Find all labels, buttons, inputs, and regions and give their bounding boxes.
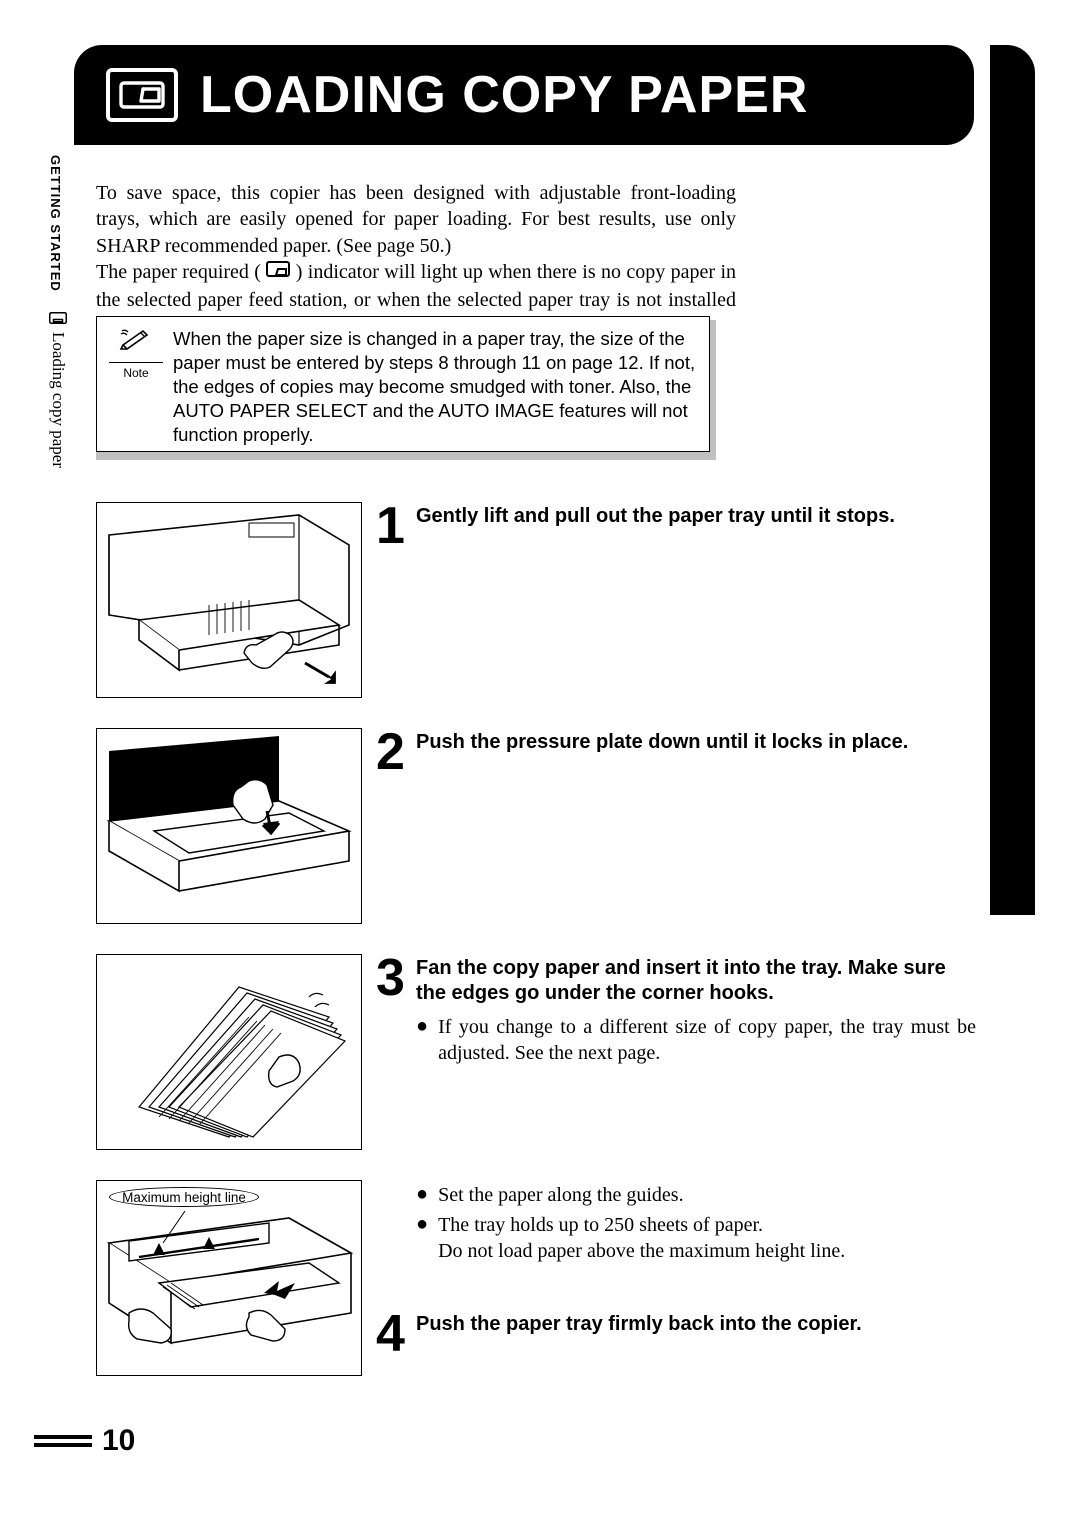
- step-3-body: 3 Fan the copy paper and insert it into …: [376, 954, 976, 1070]
- note-shadow: Note When the paper size is changed in a…: [96, 320, 716, 460]
- step-2-figure: [96, 728, 362, 924]
- max-height-callout: Maximum height line: [109, 1187, 259, 1207]
- paper-tray-title-icon: [119, 81, 165, 109]
- paper-required-icon: [266, 260, 290, 286]
- step-2-body: 2 Push the pressure plate down until it …: [376, 728, 976, 777]
- intro-p1a: To save space, this copier has been desi…: [96, 182, 736, 257]
- page-title: LOADING COPY PAPER: [200, 65, 808, 125]
- step-2-number: 2: [376, 728, 416, 777]
- title-icon-box: [106, 68, 178, 122]
- note-icon-column: Note: [109, 327, 163, 441]
- page-number-bar: 10: [34, 1424, 135, 1458]
- step-3-bullet-1: If you change to a different size of cop…: [438, 1014, 976, 1066]
- right-decorative-strip: [990, 45, 1035, 145]
- step-3b-bullet-2b: Do not load paper above the maximum heig…: [438, 1240, 845, 1262]
- page-number: 10: [102, 1424, 135, 1458]
- step-3b-bullets: ●Set the paper along the guides. ● The t…: [416, 1182, 976, 1264]
- step-4-number: 4: [376, 1310, 416, 1359]
- step-1-body: 1 Gently lift and pull out the paper tra…: [376, 502, 976, 551]
- step-3b-figure: Maximum height line: [96, 1180, 362, 1376]
- step-3-bullets: ●If you change to a different size of co…: [416, 1014, 976, 1066]
- note-label: Note: [109, 366, 163, 380]
- step-3-title: Fan the copy paper and insert it into th…: [416, 956, 976, 1006]
- step-3b-bullet-2: The tray holds up to 250 sheets of paper…: [438, 1212, 976, 1264]
- step-4-body: 4 Push the paper tray firmly back into t…: [376, 1310, 976, 1359]
- sidebar-subtitle-group: Loading copy paper: [48, 310, 68, 468]
- note-pencil-icon: [109, 327, 163, 363]
- sidebar-section-label: GETTING STARTED: [48, 155, 63, 292]
- step-1-title: Gently lift and pull out the paper tray …: [416, 504, 976, 529]
- sidebar-subtitle: Loading copy paper: [48, 332, 68, 468]
- step-1-number: 1: [376, 502, 416, 551]
- title-bar: LOADING COPY PAPER: [74, 45, 974, 145]
- step-3-figure: [96, 954, 362, 1150]
- intro-p1b-before: The paper required (: [96, 261, 261, 283]
- step-3b-bullet-1: Set the paper along the guides.: [438, 1182, 976, 1208]
- sidebar: GETTING STARTED Loading copy paper: [48, 155, 68, 555]
- step-2-title: Push the pressure plate down until it lo…: [416, 730, 976, 755]
- page-number-decoration: [34, 1434, 92, 1448]
- step-3b-body: . ●Set the paper along the guides. ● The…: [376, 1180, 976, 1268]
- note-box: Note When the paper size is changed in a…: [96, 316, 710, 452]
- note-text: When the paper size is changed in a pape…: [163, 327, 697, 441]
- step-4-title: Push the paper tray firmly back into the…: [416, 1312, 976, 1337]
- step-1-figure: [96, 502, 362, 698]
- step-3b-bullet-2a: The tray holds up to 250 sheets of paper…: [438, 1214, 763, 1236]
- right-decorative-strip-2: [990, 145, 1035, 915]
- step-3-number: 3: [376, 954, 416, 1070]
- paper-tray-icon: [49, 310, 67, 326]
